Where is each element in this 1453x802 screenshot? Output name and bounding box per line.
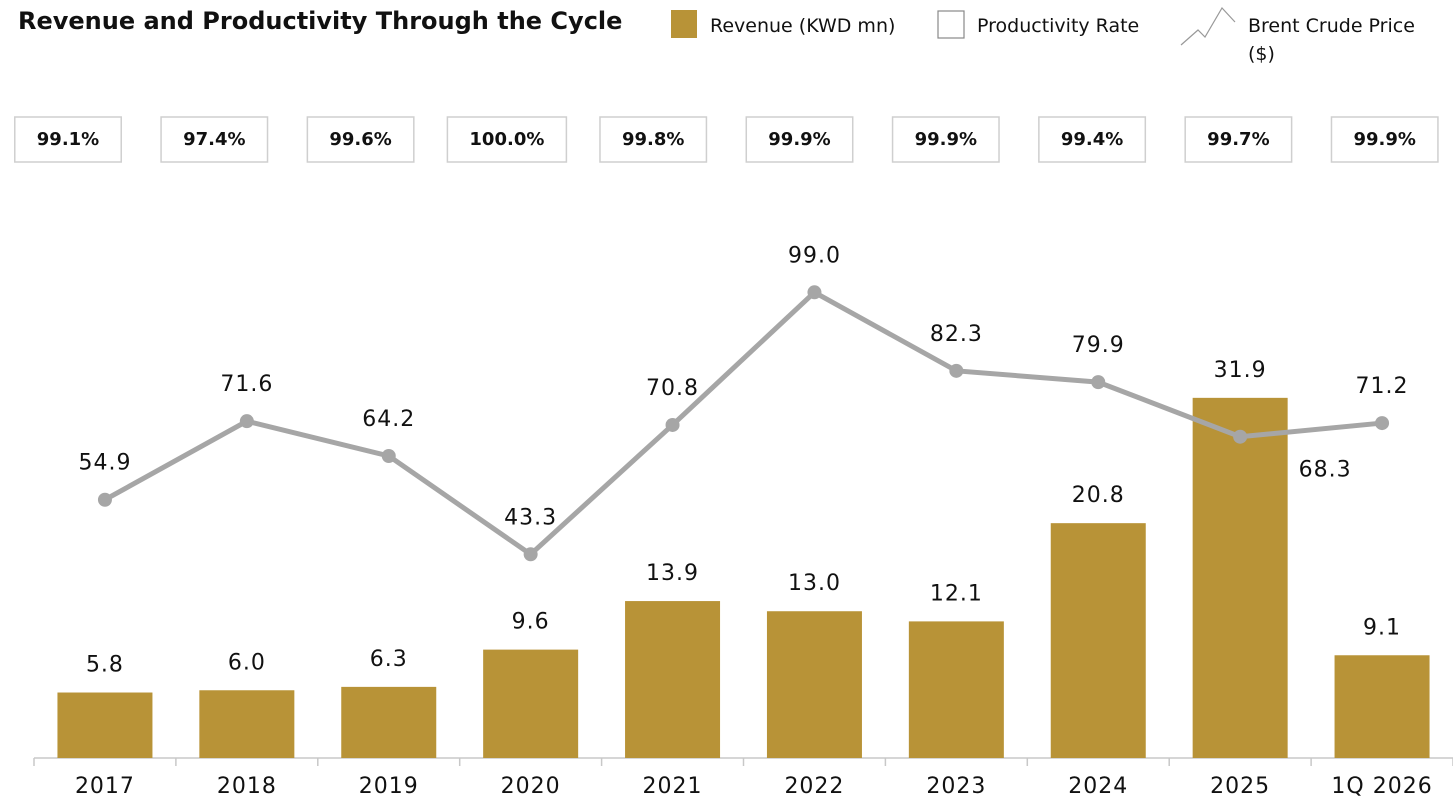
legend-swatch xyxy=(937,10,965,39)
line-marker xyxy=(1233,429,1248,444)
productivity-box xyxy=(1184,116,1293,163)
line-value-label: 64.2 xyxy=(362,407,415,432)
bar-value-label: 13.9 xyxy=(646,561,699,586)
line-marker xyxy=(97,492,112,507)
line-marker xyxy=(1375,416,1390,431)
line-value-label: 71.6 xyxy=(220,372,273,397)
line-marker xyxy=(807,285,822,300)
x-tick-label: 2022 xyxy=(784,774,844,799)
line-marker xyxy=(665,417,680,432)
productivity-box xyxy=(745,116,854,163)
legend-swatch xyxy=(671,10,697,38)
x-tick-label: 2023 xyxy=(926,774,986,799)
line-marker xyxy=(381,448,396,463)
bar-value-label: 5.8 xyxy=(86,653,124,678)
line-value-label: 99.0 xyxy=(788,243,841,268)
productivity-label: 99.4% xyxy=(1061,129,1123,150)
x-tick-label: 2017 xyxy=(75,774,135,799)
bar xyxy=(625,601,721,758)
bar xyxy=(1334,655,1430,758)
line-value-label: 54.9 xyxy=(78,451,131,476)
bar xyxy=(483,649,579,758)
productivity-label: 99.1% xyxy=(37,129,99,150)
bar xyxy=(341,686,437,758)
productivity-label: 99.9% xyxy=(915,129,977,150)
bar xyxy=(199,690,295,758)
line-marker xyxy=(239,414,254,429)
line-value-label: 43.3 xyxy=(504,505,557,530)
productivity-label: 99.8% xyxy=(622,129,684,150)
productivity-box xyxy=(891,116,1000,163)
bar xyxy=(1192,397,1288,758)
line-series xyxy=(103,289,1383,558)
bar-value-label: 12.1 xyxy=(930,581,983,606)
bar-value-label: 13.0 xyxy=(788,571,841,596)
bar-value-label: 31.9 xyxy=(1214,358,1267,383)
x-tick-label: 1Q 2026 xyxy=(1331,774,1432,799)
bar xyxy=(1050,523,1146,758)
productivity-box xyxy=(599,116,708,163)
productivity-label: 97.4% xyxy=(183,129,245,150)
legend-label: Productivity Rate xyxy=(977,15,1140,37)
line-marker xyxy=(523,547,538,562)
bar-value-label: 6.3 xyxy=(370,647,408,672)
productivity-box xyxy=(1038,116,1147,163)
bar-value-label: 20.8 xyxy=(1072,483,1125,508)
productivity-label: 99.6% xyxy=(329,129,391,150)
productivity-label: 99.9% xyxy=(768,129,830,150)
x-tick-label: 2025 xyxy=(1210,774,1270,799)
line-value-label: 71.2 xyxy=(1356,374,1409,399)
bar xyxy=(908,621,1004,758)
line-marker xyxy=(1091,375,1106,390)
productivity-label: 99.7% xyxy=(1207,129,1269,150)
line-value-label: 82.3 xyxy=(930,322,983,347)
productivity-label: 100.0% xyxy=(469,129,544,150)
legend-label: Brent Crude Price ($) xyxy=(1248,15,1415,65)
productivity-label: 99.9% xyxy=(1353,129,1415,150)
x-tick-label: 2020 xyxy=(501,774,561,799)
x-tick-label: 2021 xyxy=(643,774,703,799)
line-value-label: 70.8 xyxy=(646,376,699,401)
x-tick-label: 2019 xyxy=(359,774,419,799)
productivity-box xyxy=(1330,116,1439,163)
productivity-box xyxy=(14,116,122,163)
productivity-box xyxy=(306,116,415,163)
bar xyxy=(766,611,862,758)
line-value-label: 79.9 xyxy=(1072,333,1125,358)
bar xyxy=(57,692,153,758)
productivity-box xyxy=(446,116,568,163)
legend-label: Revenue (KWD mn) xyxy=(710,15,896,37)
line-value-label: 68.3 xyxy=(1299,458,1352,483)
bar-value-label: 9.1 xyxy=(1363,615,1401,640)
x-tick-label: 2018 xyxy=(217,774,277,799)
chart-title: Revenue and Productivity Through the Cyc… xyxy=(18,7,622,35)
productivity-box xyxy=(160,116,269,163)
bar-value-label: 9.6 xyxy=(512,610,550,635)
x-tick-label: 2024 xyxy=(1068,774,1128,799)
line-marker xyxy=(949,363,964,378)
legend-line-icon xyxy=(1180,7,1236,46)
bar-value-label: 6.0 xyxy=(228,650,266,675)
